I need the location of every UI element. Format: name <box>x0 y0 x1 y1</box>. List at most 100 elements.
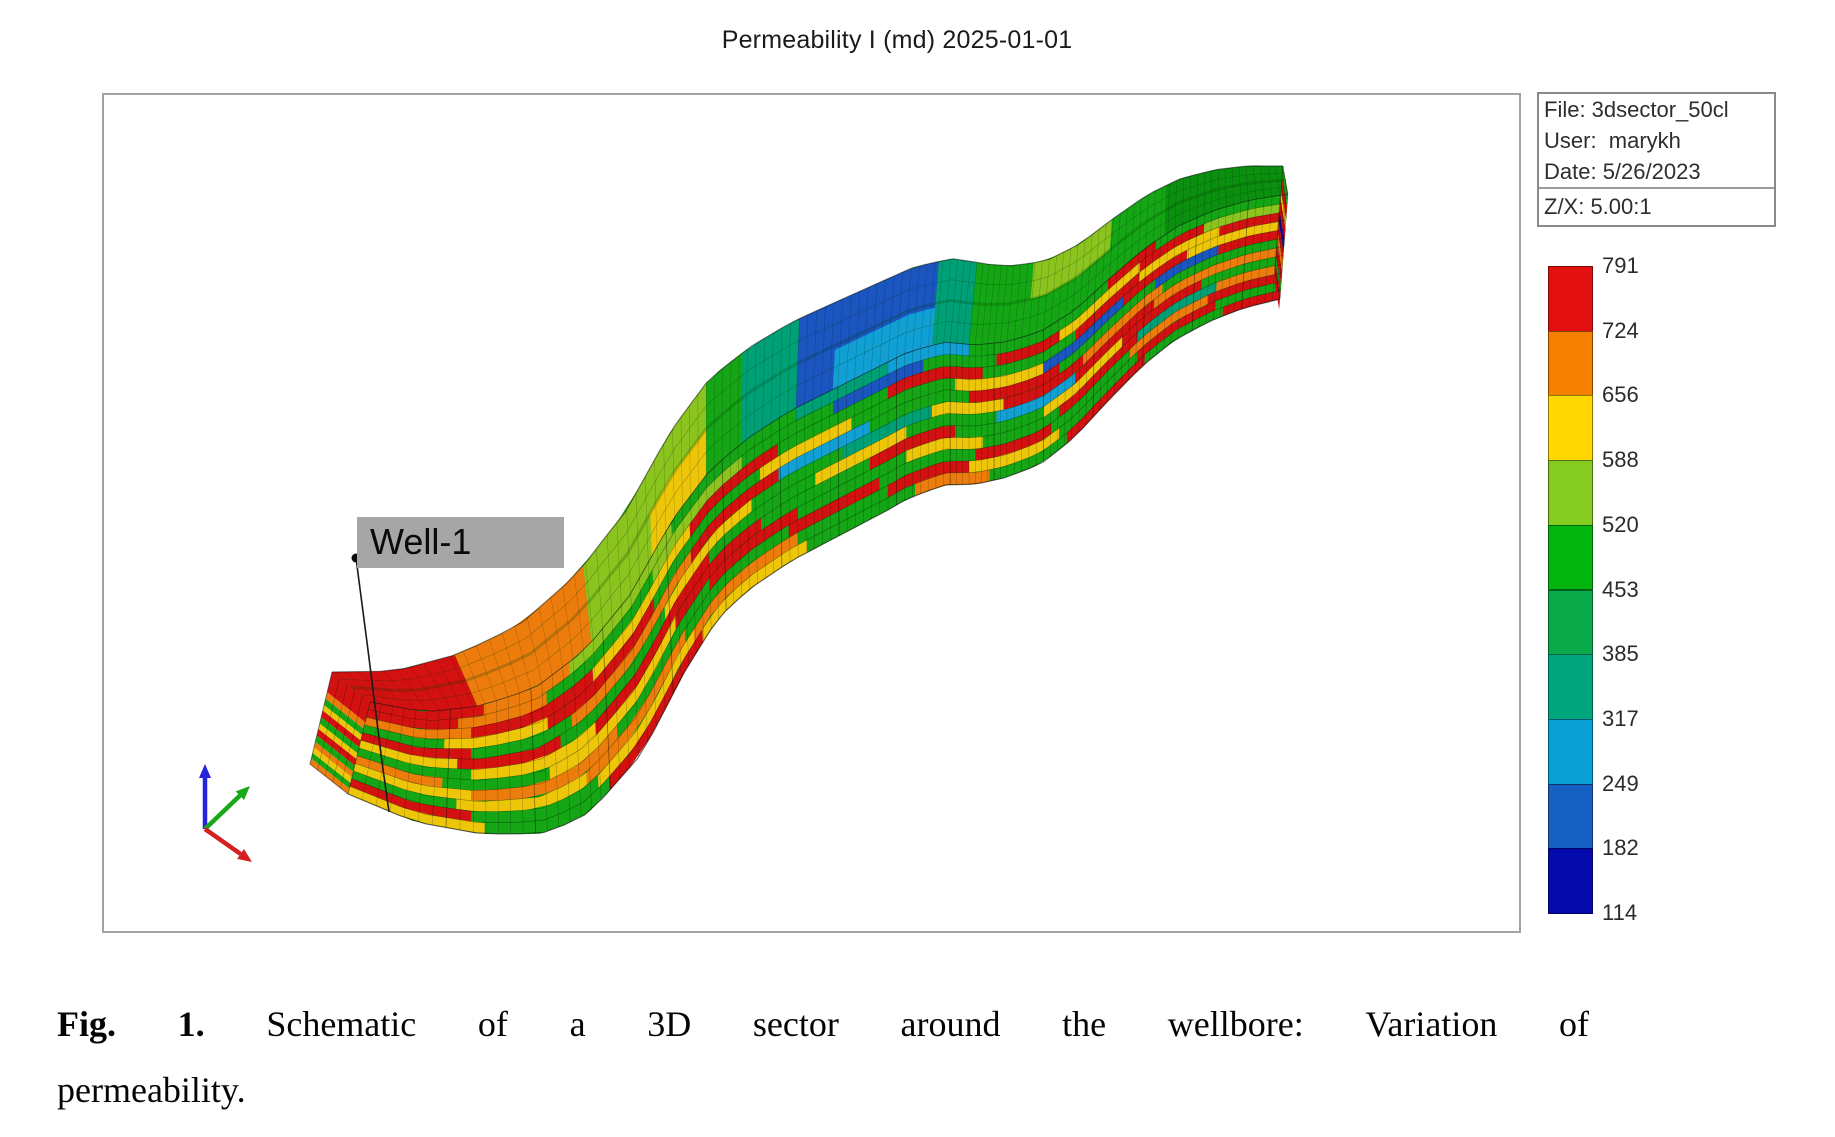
model-side-layer-segment <box>955 362 1044 392</box>
model-top-patch <box>1164 165 1288 236</box>
model-side-layer-segment <box>653 468 761 611</box>
colorbar-band <box>1548 330 1593 397</box>
model-grid-line <box>341 172 1285 682</box>
model-side-layer-segment <box>1222 290 1281 317</box>
model-grid-line <box>353 272 1283 802</box>
model-side-layer-segment <box>1139 223 1205 273</box>
model-grid-line <box>854 378 856 528</box>
figure-caption-line1: Fig. 1. Schematic of a 3D sector around the wellb… <box>57 1003 1589 1045</box>
model-grid-line <box>1013 264 1022 340</box>
model-side-layer-segment <box>751 446 843 512</box>
model-grid-line <box>1000 265 1008 343</box>
model-grid-line <box>324 683 348 777</box>
model-side-layer-segment <box>702 540 808 643</box>
model-grid-line <box>562 666 571 823</box>
model-side-layer-segment <box>708 473 816 565</box>
colorbar-tick-label: 385 <box>1602 641 1639 667</box>
model-grid-line <box>804 314 809 404</box>
model-grid-line <box>1238 166 1242 203</box>
model-grid-line <box>993 265 1002 344</box>
model-grid-line <box>956 260 965 344</box>
model-grid-line <box>862 374 864 523</box>
model-grid-line <box>1217 169 1220 209</box>
model-grid-line <box>1035 261 1043 334</box>
model-outline <box>347 298 1281 835</box>
model-side-layer-segment <box>915 469 990 496</box>
model-grid-line <box>1123 208 1128 267</box>
model-grid-line <box>981 264 990 345</box>
model-right-end-stripe <box>1279 199 1286 241</box>
model-grid-line <box>1177 223 1183 339</box>
model-side-layer-segment <box>664 499 752 621</box>
model-side-layer-segment <box>471 714 573 759</box>
model-grid-line <box>854 291 861 379</box>
model-top-patch <box>454 565 592 707</box>
model-grid-line <box>1167 183 1170 233</box>
colorbar-band <box>1548 848 1593 914</box>
model-grid-line <box>648 562 657 727</box>
model-grid-line <box>778 417 783 567</box>
model-side-layer-segment <box>709 507 798 591</box>
model-grid-line <box>968 262 978 345</box>
model-grid-line <box>1213 208 1220 320</box>
model-grid-line <box>943 258 952 343</box>
model-side-layer-segment <box>1059 331 1138 418</box>
model-grid-line <box>538 607 553 675</box>
model-grid-line <box>1227 204 1235 315</box>
model-grid-line <box>737 446 742 597</box>
model-grid-line <box>721 459 727 611</box>
model-side-layer-segment <box>741 402 833 469</box>
model-grid-line <box>837 298 843 388</box>
model-side-layer-segment <box>982 406 1060 448</box>
info-user: User: marykh <box>1544 128 1681 153</box>
model-grid-line <box>721 368 723 460</box>
model-side-layer-segment <box>1083 283 1163 366</box>
model-grid-line <box>1135 253 1139 373</box>
model-grid-line <box>665 530 674 694</box>
info-date: Date: 5/26/2023 <box>1544 159 1701 184</box>
colorbar-band <box>1548 783 1593 850</box>
model-right-end-stripe <box>1278 212 1285 251</box>
model-side-layer-segment <box>1154 245 1219 290</box>
model-grid-line <box>514 626 532 690</box>
model-grid-line <box>795 407 799 558</box>
model-grid-line <box>375 706 394 806</box>
model-grid-line <box>344 671 382 705</box>
model-side-layer-segment <box>1122 280 1202 347</box>
model-grid-line <box>630 593 640 757</box>
model-side-layer-segment <box>906 411 997 439</box>
model-grid-line <box>787 412 791 562</box>
caption-word: Fig. <box>57 1004 116 1044</box>
model-side-layer-segment <box>689 443 779 538</box>
model-grid-line <box>360 237 1285 760</box>
model-side-layer-segment <box>888 461 969 498</box>
model-grid-line <box>829 302 835 392</box>
model-grid-line <box>368 202 1288 721</box>
model-grid-line <box>1267 165 1273 197</box>
info-box: File: 3dsector_50cl User: marykh Date: 5… <box>1537 92 1776 227</box>
model-left-end-stripe <box>318 723 358 759</box>
model-grid-line <box>753 433 758 584</box>
axis-x-arrow-icon <box>203 827 242 856</box>
model-side-layer-segment <box>547 597 655 730</box>
model-side-layer-segment <box>869 390 969 433</box>
model-grid-line <box>762 428 766 579</box>
caption-word: of <box>1559 1004 1589 1044</box>
model-grid-line <box>574 576 584 652</box>
model-side-layer-segment <box>851 378 956 430</box>
model-outline <box>1274 165 1284 300</box>
model-grid-line <box>611 616 621 779</box>
model-side-layer-segment <box>955 406 1044 438</box>
figure-caption: Fig. 1. Schematic of a 3D sector around the wellb… <box>57 1003 1589 1111</box>
model-side-layer-segment <box>1059 279 1155 374</box>
model-grid-line <box>410 666 440 711</box>
model-side-layer-segment <box>484 776 610 834</box>
colorbar-band <box>1548 266 1593 332</box>
caption-word: 3D <box>647 1004 692 1044</box>
model-side-layer-segment <box>598 629 695 789</box>
model-grid-line <box>1116 213 1121 273</box>
model-side-layer-segment <box>353 763 472 801</box>
model-grid-line <box>845 295 852 383</box>
model-outline <box>369 193 1289 712</box>
